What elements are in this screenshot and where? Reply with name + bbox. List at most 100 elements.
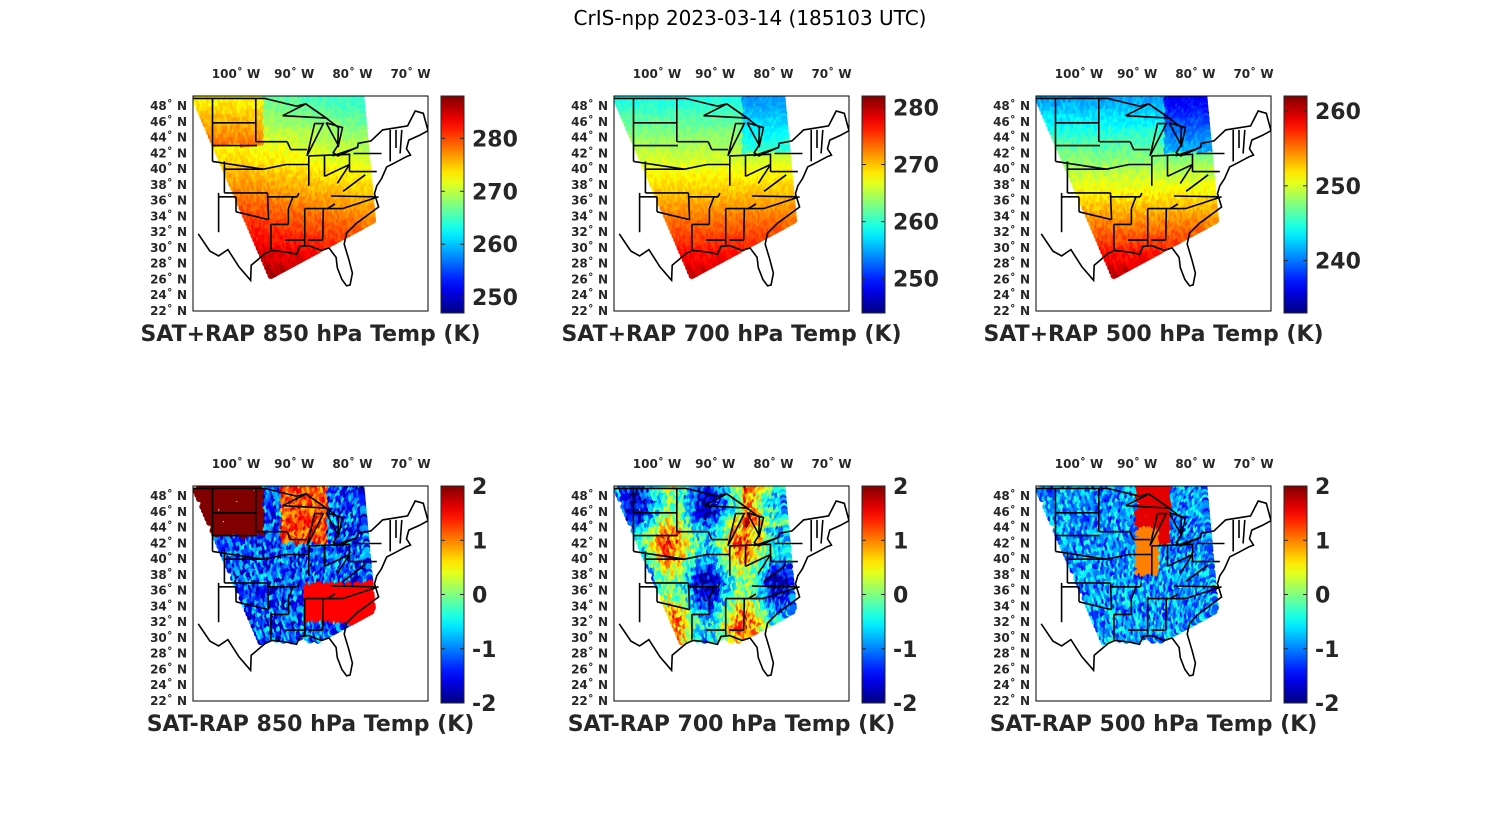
- lat-tick-label: 36˚ N: [993, 193, 1030, 208]
- lat-tick-label: 40˚ N: [571, 551, 608, 566]
- lat-tick-label: 44˚ N: [150, 130, 187, 145]
- panel-caption: SAT-RAP 500 hPa Temp (K): [990, 712, 1318, 737]
- lat-tick-label: 34˚ N: [571, 209, 608, 224]
- lat-tick-label: 22˚ N: [571, 303, 608, 318]
- lat-tick-label: 38˚ N: [150, 567, 187, 582]
- lat-tick-label: 42˚ N: [571, 536, 608, 551]
- lat-tick-label: 34˚ N: [993, 599, 1030, 614]
- lon-tick-label: 100˚ W: [1055, 456, 1103, 471]
- panel-caption: SAT-RAP 850 hPa Temp (K): [147, 712, 475, 737]
- lat-tick-label: 30˚ N: [993, 630, 1030, 645]
- colorbar-tick-label: 250: [1315, 175, 1361, 200]
- lat-tick-label: 40˚ N: [150, 161, 187, 176]
- colorbar-tick-label: 280: [472, 127, 518, 152]
- lat-tick-label: 44˚ N: [571, 130, 608, 145]
- colorbar-tick-label: 1: [472, 529, 487, 554]
- colorbar-tick-label: 260: [893, 211, 939, 236]
- lat-tick-label: 24˚ N: [150, 287, 187, 302]
- lat-tick-label: 28˚ N: [571, 256, 608, 271]
- lon-tick-label: 90˚ W: [1117, 456, 1157, 471]
- map-frame: [1035, 95, 1272, 312]
- colorbar-tick-label: -2: [472, 692, 496, 717]
- lat-tick-label: 22˚ N: [571, 693, 608, 708]
- lat-tick-label: 42˚ N: [993, 146, 1030, 161]
- colorbar-tick-label: 0: [1315, 584, 1330, 609]
- colorbar-tick-label: 270: [893, 154, 939, 179]
- lat-tick-label: 46˚ N: [993, 114, 1030, 129]
- map-frame: [1035, 485, 1272, 702]
- lat-tick-label: 26˚ N: [993, 272, 1030, 287]
- lat-tick-label: 40˚ N: [571, 161, 608, 176]
- lon-tick-label: 70˚ W: [811, 66, 851, 81]
- lat-tick-label: 40˚ N: [993, 161, 1030, 176]
- lat-tick-label: 26˚ N: [993, 662, 1030, 677]
- map-axes: 100˚ W 90˚ W 80˚ W 70˚ W 48˚ N46˚ N44˚ N42˚ …: [147, 456, 475, 737]
- colorbar-tick-label: 2: [1315, 475, 1330, 500]
- lat-tick-label: 34˚ N: [150, 599, 187, 614]
- lat-tick-label: 42˚ N: [571, 146, 608, 161]
- lat-tick-label: 30˚ N: [571, 630, 608, 645]
- lat-tick-label: 28˚ N: [993, 256, 1030, 271]
- lat-tick-label: 24˚ N: [571, 677, 608, 692]
- lat-tick-label: 24˚ N: [993, 287, 1030, 302]
- state-boundaries: [1036, 487, 1271, 677]
- lat-tick-label: 44˚ N: [993, 130, 1030, 145]
- lat-tick-label: 30˚ N: [571, 240, 608, 255]
- lat-tick-label: 46˚ N: [993, 504, 1030, 519]
- lat-tick-label: 48˚ N: [150, 98, 187, 113]
- lon-tick-label: 70˚ W: [390, 456, 430, 471]
- colorbar-tick-label: 280: [893, 96, 939, 121]
- state-boundaries: [1036, 97, 1271, 287]
- state-boundaries: [614, 97, 849, 287]
- lat-tick-label: 46˚ N: [571, 504, 608, 519]
- panel-caption: SAT+RAP 850 hPa Temp (K): [140, 322, 480, 347]
- lat-tick-label: 28˚ N: [150, 256, 187, 271]
- lat-tick-label: 26˚ N: [150, 272, 187, 287]
- lat-tick-label: 34˚ N: [571, 599, 608, 614]
- lon-tick-label: 80˚ W: [332, 66, 372, 81]
- colorbar: 260 250 240: [1283, 95, 1361, 314]
- lat-tick-label: 24˚ N: [150, 677, 187, 692]
- colorbar-tick-label: 250: [893, 268, 939, 293]
- lat-tick-label: 38˚ N: [571, 177, 608, 192]
- lat-tick-label: 22˚ N: [993, 693, 1030, 708]
- lon-tick-label: 70˚ W: [811, 456, 851, 471]
- lat-tick-label: 28˚ N: [993, 646, 1030, 661]
- state-boundaries: [193, 97, 428, 287]
- colorbar-tick-label: -1: [472, 638, 496, 663]
- colorbar-tick-label: -2: [893, 692, 917, 717]
- lat-tick-label: 48˚ N: [993, 488, 1030, 503]
- lat-tick-label: 46˚ N: [150, 504, 187, 519]
- lon-tick-label: 90˚ W: [274, 456, 314, 471]
- lat-tick-label: 38˚ N: [571, 567, 608, 582]
- lon-tick-label: 80˚ W: [1175, 456, 1215, 471]
- lon-tick-label: 100˚ W: [633, 66, 681, 81]
- lat-tick-label: 22˚ N: [993, 303, 1030, 318]
- colorbar: 2 1 0 -1 -2: [1283, 475, 1339, 717]
- lat-tick-label: 28˚ N: [150, 646, 187, 661]
- lon-tick-label: 90˚ W: [274, 66, 314, 81]
- lat-tick-label: 46˚ N: [571, 114, 608, 129]
- state-boundaries: [614, 487, 849, 677]
- colorbar: 2 1 0 -1 -2: [440, 475, 496, 717]
- lon-tick-label: 80˚ W: [753, 456, 793, 471]
- lat-tick-label: 28˚ N: [571, 646, 608, 661]
- colorbar: 2 1 0 -1 -2: [861, 475, 917, 717]
- lon-tick-label: 80˚ W: [753, 66, 793, 81]
- lat-tick-label: 36˚ N: [993, 583, 1030, 598]
- map-frame: [192, 485, 429, 702]
- lon-tick-label: 100˚ W: [1055, 66, 1103, 81]
- lon-tick-label: 90˚ W: [1117, 66, 1157, 81]
- lat-tick-label: 34˚ N: [993, 209, 1030, 224]
- lat-tick-label: 36˚ N: [150, 193, 187, 208]
- map-axes: 100˚ W 90˚ W 80˚ W 70˚ W 48˚ N46˚ N44˚ N42˚ …: [990, 456, 1318, 737]
- retrieval-swath: [614, 486, 797, 646]
- map-axes: 100˚ W 90˚ W 80˚ W 70˚ W 48˚ N46˚ N44˚ N42˚ …: [568, 456, 896, 737]
- lat-tick-label: 30˚ N: [150, 630, 187, 645]
